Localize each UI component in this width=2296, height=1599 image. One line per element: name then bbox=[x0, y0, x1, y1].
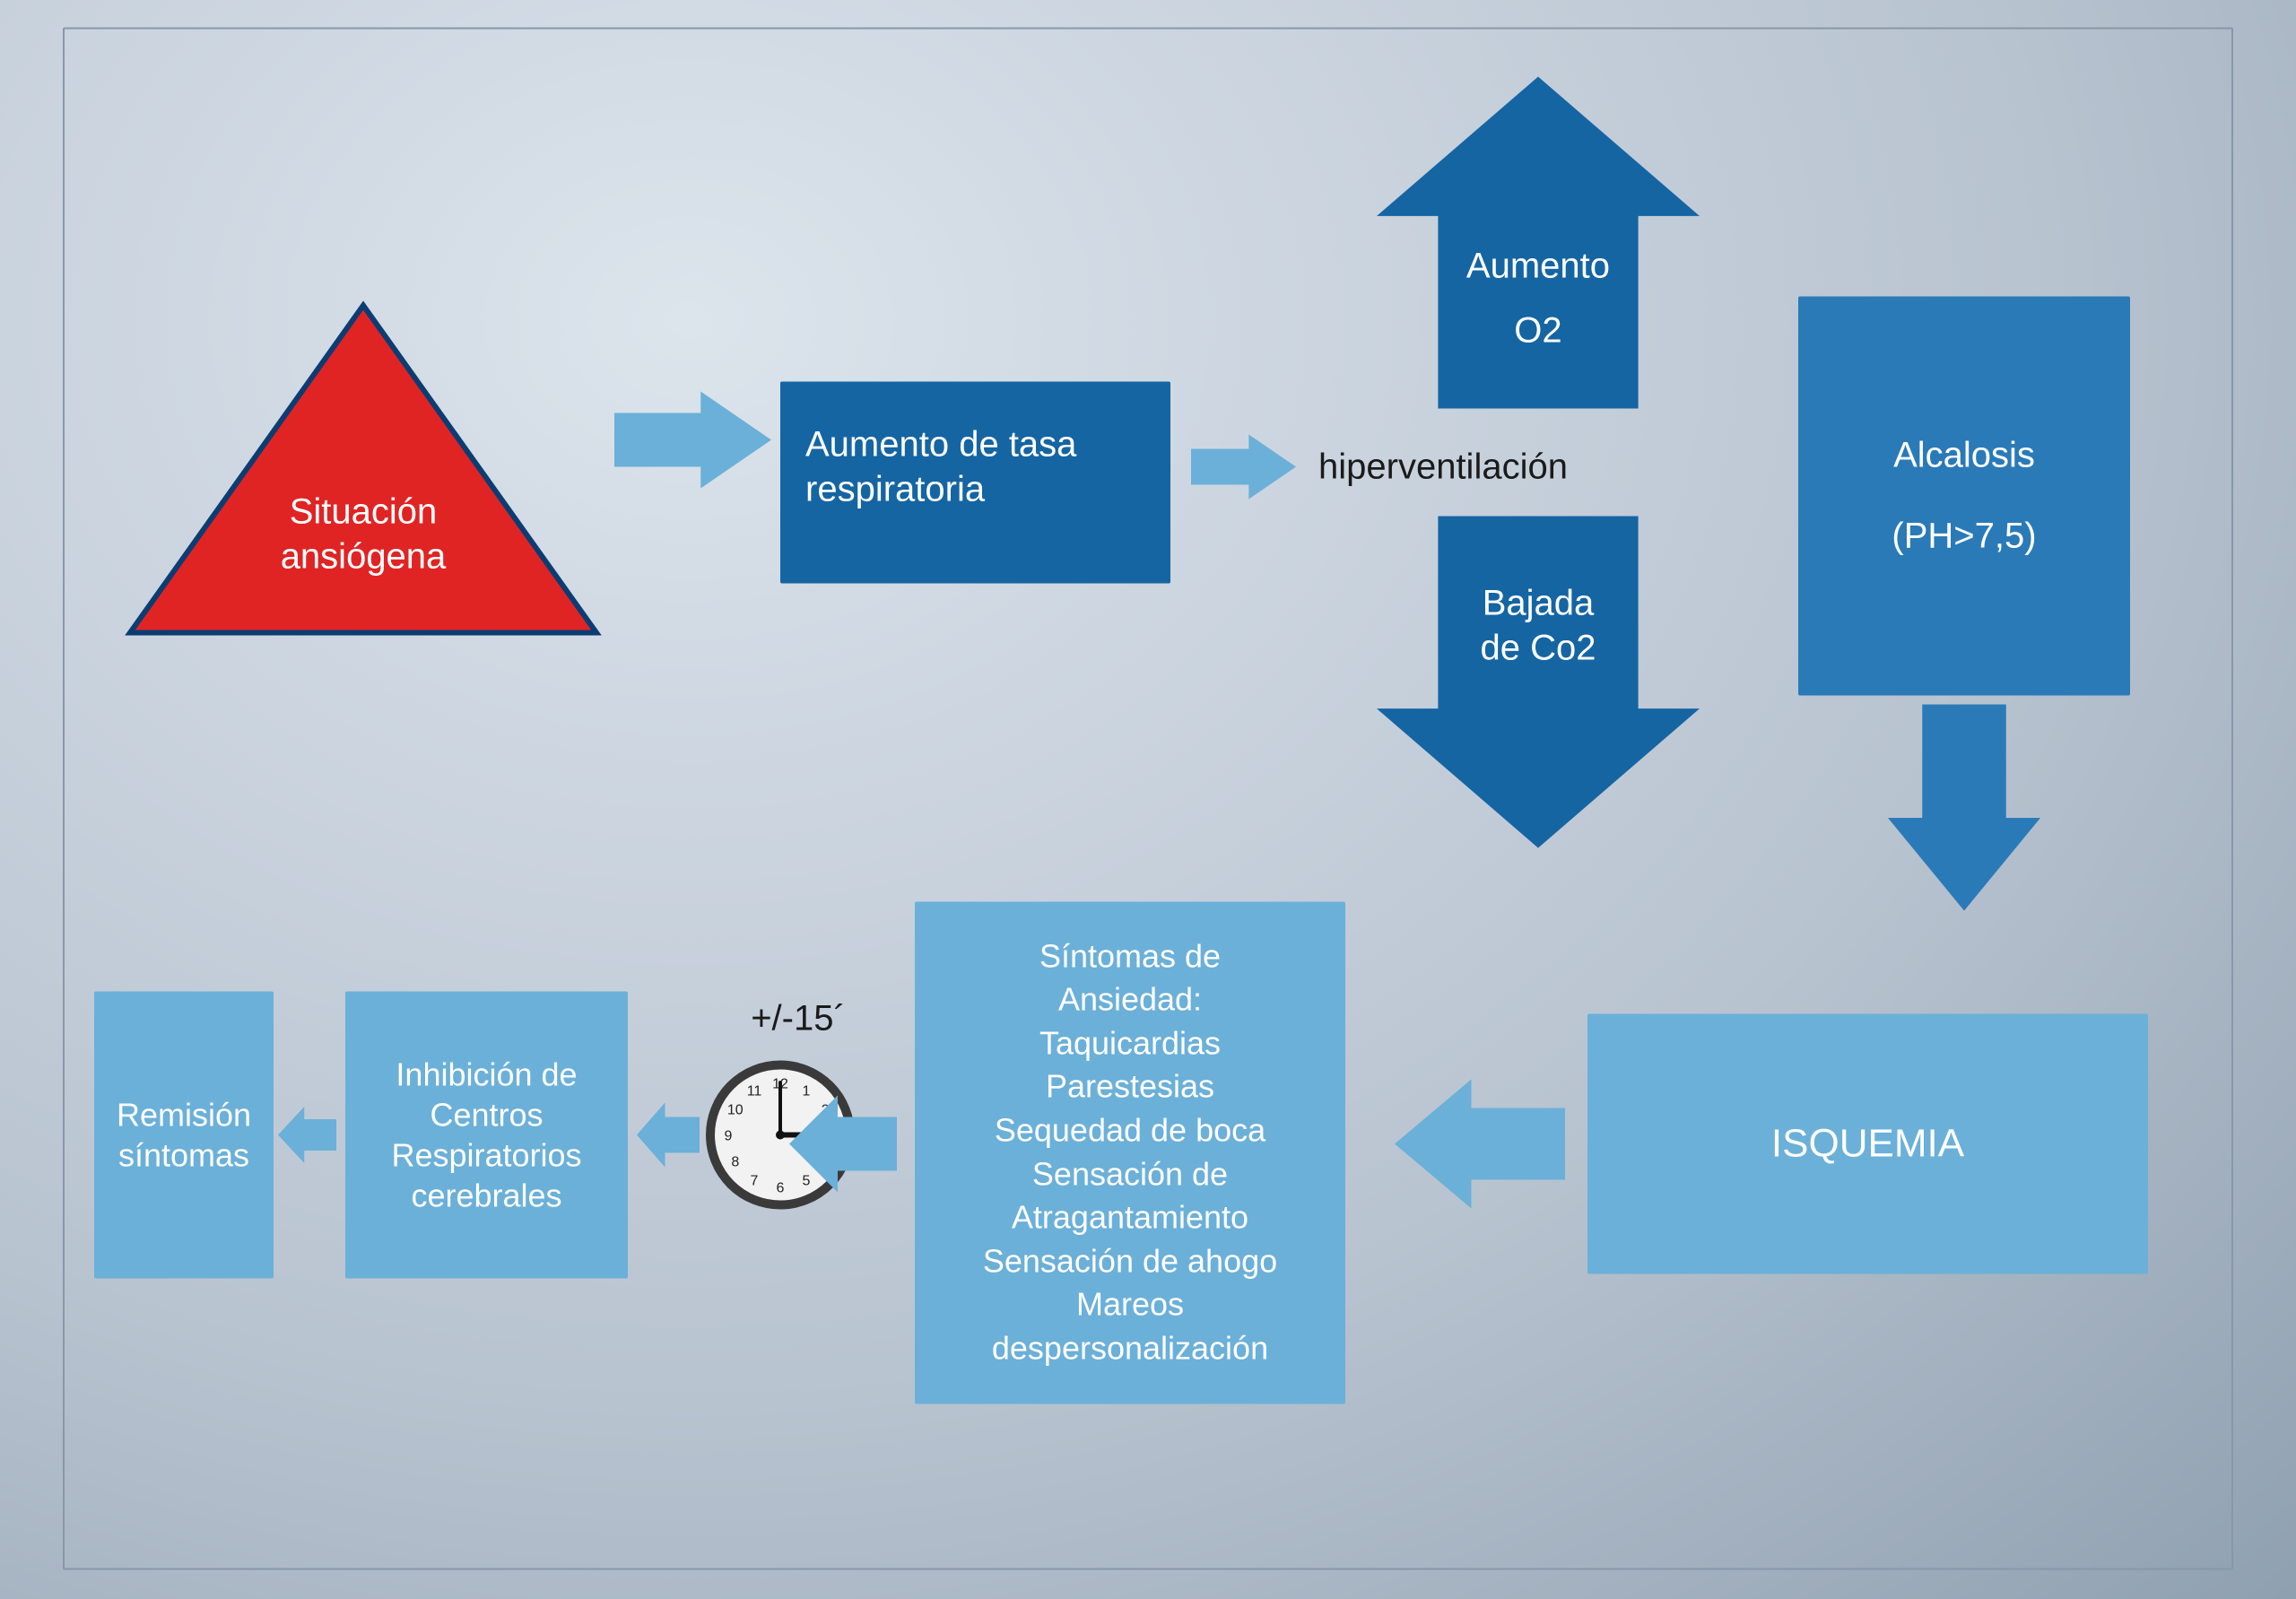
isquemia-text: ISQUEMIA bbox=[1771, 1119, 1964, 1169]
sintomas-item-0: Taquicardias bbox=[915, 1021, 1345, 1065]
alcalosis-line1: Alcalosis bbox=[1892, 433, 2036, 478]
hipervent-text: hiperventilación bbox=[1318, 444, 1568, 489]
box-inhibicion: Inhibición de Centros Respiratorios cere… bbox=[345, 991, 628, 1278]
box-remision: Remisión síntomas bbox=[94, 991, 274, 1278]
remision-l1: Remisión bbox=[117, 1094, 251, 1134]
sintomas-item-7: despersonalización bbox=[915, 1326, 1345, 1370]
sintomas-item-2: Sequedad de boca bbox=[915, 1108, 1345, 1152]
clock-numeral-5: 5 bbox=[803, 1173, 811, 1188]
clock-numeral-6: 6 bbox=[777, 1180, 785, 1195]
inhib-l3: Respiratorios bbox=[391, 1134, 581, 1175]
sintomas-item-4: Atragantamiento bbox=[915, 1196, 1345, 1240]
sintomas-item-5: Sensación de ahogo bbox=[915, 1239, 1345, 1283]
tasa-line2: respiratoria bbox=[805, 466, 1170, 511]
box-sintomas: Síntomas deAnsiedad:TaquicardiasParestes… bbox=[915, 901, 1345, 1403]
box-tasa-respiratoria: Aumento de tasa respiratoria bbox=[780, 381, 1170, 583]
sintomas-item-1: Parestesias bbox=[915, 1065, 1345, 1109]
clock-numeral-9: 9 bbox=[725, 1128, 733, 1143]
clock-numeral-1: 1 bbox=[803, 1083, 811, 1099]
sintomas-item-3: Sensación de bbox=[915, 1152, 1345, 1196]
box-isquemia: ISQUEMIA bbox=[1587, 1013, 2148, 1273]
o2-line2: O2 bbox=[1466, 309, 1610, 353]
clock-numeral-2: 2 bbox=[822, 1102, 830, 1117]
down-arrow-co2-label: Bajada de Co2 bbox=[1438, 543, 1638, 708]
down-arrow-alcalosis bbox=[1888, 704, 2040, 910]
time-text: +/-15´ bbox=[751, 995, 846, 1040]
up-arrow-o2-label: Aumento O2 bbox=[1438, 215, 1638, 381]
clock-numeral-8: 8 bbox=[731, 1154, 739, 1169]
tasa-line1: Aumento de tasa bbox=[805, 421, 1170, 466]
clock-numeral-10: 10 bbox=[727, 1102, 744, 1117]
sintomas-item-6: Mareos bbox=[915, 1283, 1345, 1327]
inhib-l2: Centros bbox=[391, 1094, 581, 1134]
o2-line1: Aumento bbox=[1466, 244, 1610, 289]
triangle-label: Situación ansiógena bbox=[130, 452, 596, 616]
clock-numeral-3: 3 bbox=[829, 1128, 837, 1143]
clock-numeral-4: 4 bbox=[822, 1154, 830, 1169]
co2-line2: de Co2 bbox=[1480, 625, 1596, 670]
clock-icon: 123456789101112 bbox=[703, 1057, 857, 1212]
remision-l2: síntomas bbox=[117, 1134, 251, 1175]
inhib-l4: cerebrales bbox=[391, 1175, 581, 1215]
sintomas-title-2: Ansiedad: bbox=[915, 978, 1345, 1022]
sintomas-title-1: Síntomas de bbox=[915, 934, 1345, 978]
inhib-l1: Inhibición de bbox=[391, 1054, 581, 1094]
alcalosis-line2: (PH>7,5) bbox=[1892, 514, 2036, 559]
triangle-text-1: Situación bbox=[281, 490, 447, 534]
clock-numeral-11: 11 bbox=[747, 1083, 762, 1099]
box-alcalosis: Alcalosis (PH>7,5) bbox=[1798, 296, 2130, 695]
clock-numeral-7: 7 bbox=[751, 1173, 759, 1188]
label-time: +/-15´ bbox=[726, 995, 870, 1040]
label-hiperventilacion: hiperventilación bbox=[1318, 439, 1623, 493]
triangle-text-2: ansiógena bbox=[281, 534, 447, 579]
co2-line1: Bajada bbox=[1480, 580, 1596, 625]
